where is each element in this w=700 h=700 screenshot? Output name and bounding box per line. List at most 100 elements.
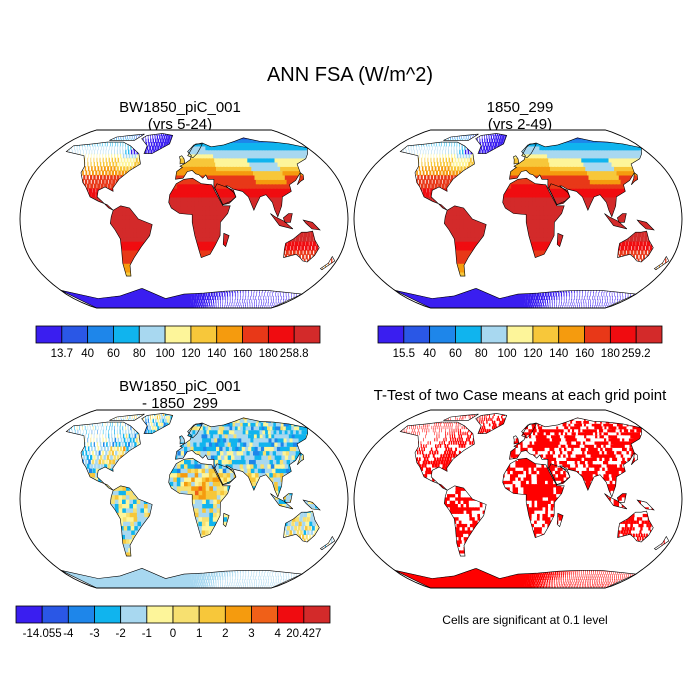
coastline-newguinea: [302, 219, 321, 231]
coastline-scand: [187, 143, 203, 159]
colorbar-case2-swatch: [558, 325, 585, 344]
coastline-arctic: [109, 133, 145, 141]
colorbar-difference-tick-label: -1: [142, 628, 152, 640]
colorbar-difference-swatch: [251, 605, 279, 624]
colorbar-case2-swatch: [584, 325, 611, 344]
colorbar-case1-swatch: [267, 325, 295, 344]
coastline-madagascar: [556, 232, 564, 248]
colorbar-case2-swatch: [480, 325, 508, 344]
coastline-greenland: [141, 133, 174, 154]
colorbar-difference: -14.055 -4 -3 -2 -1 0 1 2 3 4 20.427: [15, 605, 331, 640]
colorbar-difference-swatch: [120, 605, 148, 624]
map-panel-ttest: [353, 409, 683, 589]
coastline-scand: [521, 423, 537, 439]
panel3-title: BW1850_piC_001 - 1850_299: [45, 378, 315, 412]
colorbar-case2-tick-label: 60: [449, 348, 462, 360]
coastline-eurasia: [175, 417, 309, 498]
coastline-nz: [653, 535, 670, 551]
colorbar-difference-tick-label: 4: [274, 628, 281, 640]
coastline-indonesia: [604, 213, 628, 230]
coastline-australia: [617, 230, 654, 263]
coastline-arabia: [548, 463, 571, 486]
colorbar-case1-swatch: [87, 325, 114, 344]
panel4-title-line1: T-Test of two Case means at each grid po…: [373, 387, 667, 404]
colorbar-difference-swatch: [224, 605, 252, 624]
colorbar-case2-tick-label: 100: [497, 348, 516, 360]
colorbar-case2: 15.5 40 60 80 100 120 140 160 180 259.2: [377, 325, 663, 360]
map-panel-case1: [19, 129, 349, 309]
colorbar-difference-swatch: [277, 605, 305, 624]
coastline-samerica: [443, 485, 487, 557]
coastline-uk: [513, 155, 520, 165]
panel1-title: BW1850_piC_001 (yrs 5-24): [45, 99, 315, 133]
colorbar-case1-tick-label: 160: [233, 348, 252, 360]
colorbar-case2-tick-label: 259.2: [622, 348, 651, 360]
colorbar-case1-tick-label: 80: [133, 348, 146, 360]
colorbar-difference-swatch: [67, 605, 95, 624]
coastline-scand: [187, 423, 203, 439]
coastline-nz: [319, 255, 336, 271]
coastline-namerica: [399, 141, 475, 211]
coastline-japan: [631, 172, 639, 186]
colorbar-difference-swatch: [41, 605, 69, 624]
globe-outline: [19, 409, 349, 589]
colorbar-case1-swatch: [242, 325, 269, 344]
panel1-title-line2: (yrs 5-24): [147, 116, 213, 133]
panel1-title-line1: BW1850_piC_001: [119, 99, 241, 116]
coastline-namerica: [65, 421, 141, 491]
colorbar-case1-tick-label: 40: [81, 348, 94, 360]
coastline-arctic: [443, 133, 479, 141]
coastline-borneo: [616, 493, 627, 503]
coastline-newguinea: [302, 499, 321, 511]
colorbar-difference-swatch: [146, 605, 174, 624]
coastline-madagascar: [222, 232, 230, 248]
significance-note: Cells are significant at 0.1 level: [442, 613, 608, 627]
colorbar-difference-tick-label: -3: [89, 628, 99, 640]
coastline-japan: [297, 452, 305, 466]
colorbar-case1-swatch: [138, 325, 166, 344]
coastline-antarctica: [60, 287, 304, 309]
colorbar-case1-swatch: [190, 325, 218, 344]
colorbar-case1-tick-label: 100: [155, 348, 174, 360]
coastline-namerica: [399, 421, 475, 491]
coastline-arabia: [214, 183, 237, 206]
colorbar-case2-swatch: [506, 325, 534, 344]
coastline-australia: [283, 510, 320, 543]
coastline-nz: [653, 255, 670, 271]
coastline-africa: [502, 177, 565, 258]
panel3-title-line2: - 1850_299: [142, 395, 218, 412]
colorbar-case2-swatch: [532, 325, 560, 344]
coastline-madagascar: [222, 512, 230, 528]
colorbar-case2-tick-label: 15.5: [393, 348, 415, 360]
colorbar-difference-tick-label: -14.055: [23, 628, 62, 640]
colorbar-difference-swatch: [303, 605, 331, 624]
coastline-arabia: [548, 183, 571, 206]
colorbar-difference-tick-label: -4: [63, 628, 74, 640]
figure-title: ANN FSA (W/m^2): [266, 64, 434, 86]
coastline-uk: [179, 435, 186, 445]
colorbar-case1: 13.7 40 60 80 100 120 140 160 180 258.8: [35, 325, 321, 360]
colorbar-case1-tick-label: 180: [259, 348, 278, 360]
coastline-indonesia: [270, 493, 294, 510]
globe-outline: [19, 129, 349, 309]
coastline-newguinea: [636, 219, 655, 231]
coastline-antarctica: [394, 567, 638, 589]
coastline-australia: [283, 230, 320, 263]
colorbar-case1-tick-label: 13.7: [51, 348, 73, 360]
coastline-greenland: [141, 413, 174, 434]
colorbar-difference-swatch: [94, 605, 122, 624]
coastline-arabia: [214, 463, 237, 486]
colorbar-difference-swatch: [198, 605, 226, 624]
colorbar-case1-swatch: [113, 325, 140, 344]
colorbar-case1-swatch: [35, 325, 63, 344]
coastline-samerica: [109, 205, 153, 277]
colorbar-difference-tick-label: 3: [248, 628, 254, 640]
colorbar-difference-tick-label: -2: [116, 628, 126, 640]
coastline-newguinea: [636, 499, 655, 511]
coastline-borneo: [282, 493, 293, 503]
colorbar-difference-tick-label: 1: [196, 628, 202, 640]
coastline-australia: [617, 510, 654, 543]
coastline-africa: [168, 457, 231, 538]
coastline-greenland: [475, 413, 508, 434]
panel3-title-line1: BW1850_piC_001: [119, 378, 241, 395]
